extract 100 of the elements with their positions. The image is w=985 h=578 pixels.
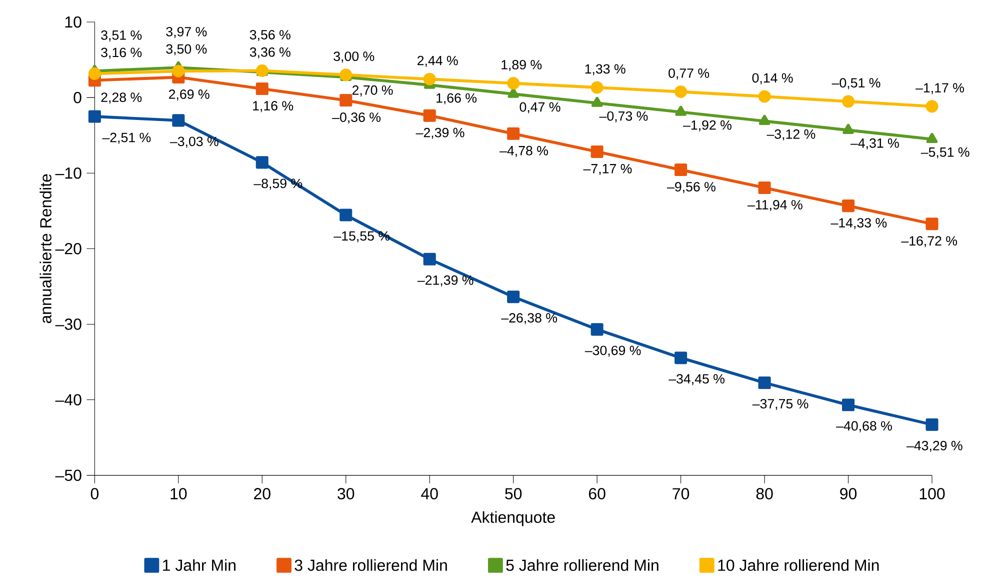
point [590,81,604,94]
data-label: 1,89 % [502,60,542,72]
legend-label: 10 Jahre rollierend Min [718,559,879,571]
point [88,67,101,80]
point [674,164,688,176]
y-tick-label: 0 [74,92,82,104]
x-tick-label: 40 [421,488,438,500]
x-tick-label: 20 [254,488,270,500]
data-label: –2,51 % [102,132,151,144]
x-tick-label: 60 [588,488,606,500]
data-label: –15,55 % [334,231,390,242]
point [590,145,604,158]
point [842,124,854,134]
point [172,114,185,127]
data-label: 3,16 % [101,48,142,59]
x-tick-label: 80 [756,488,773,500]
point [842,398,855,412]
data-label: –0,51 % [832,78,880,90]
point [674,352,688,364]
x-tick-label: 70 [672,488,690,500]
data-label: 0,47 % [520,102,560,114]
data-label: 2,70 % [352,85,393,96]
point [340,94,352,107]
point [926,218,938,230]
point [172,64,185,78]
point [507,77,520,90]
data-label: 0,14 % [752,73,793,84]
point [591,96,603,107]
data-label: –3,03 % [170,136,218,148]
data-label: –16,72 % [901,236,958,248]
point [926,100,938,113]
data-label: 2,69 % [168,89,210,101]
data-label: –5,51 % [920,147,970,158]
x-tick-label: 90 [840,488,857,500]
y-tick-label: –30 [55,318,82,330]
point [758,90,771,103]
data-label: 3,51 % [101,30,142,42]
data-label: –1,92 % [683,120,732,132]
data-label: –3,12 % [766,129,816,140]
data-label: 3,00 % [334,52,374,63]
data-label: –1,17 % [916,83,964,94]
point [507,290,520,304]
y-tick-label: –40 [55,394,82,406]
data-label: –4,31 % [850,138,899,150]
legend-label: 5 Jahre rollierend Min [506,559,658,571]
data-label: 0,77 % [668,68,710,80]
point [256,82,268,96]
x-tick-label: 0 [90,488,99,500]
data-label: –0,36 % [332,112,381,124]
y-tick-label: –50 [55,470,82,481]
point [926,132,938,144]
y-tick-label: –10 [55,167,82,179]
point [508,88,519,98]
data-label: –0,73 % [599,111,648,122]
point [675,106,686,116]
point [88,110,101,123]
data-label: –43,29 % [906,440,962,452]
data-label: –9,56 % [667,182,716,194]
point [842,200,855,212]
data-label: –34,45 % [668,374,724,386]
data-label: –37,75 % [752,399,808,410]
point [423,252,436,266]
data-label: 1,16 % [253,101,294,112]
x-tick-label: 30 [338,488,354,500]
point [256,156,268,169]
x-tick-label: 10 [170,488,187,500]
point [423,72,436,86]
legend-label: 1 Jahr Min [163,559,236,571]
data-label: –21,39 % [417,275,474,286]
y-tick-label: –20 [55,243,82,254]
data-label: –11,94 % [748,200,802,212]
x-axis-title: Aktienquote [471,511,555,526]
data-label: –40,68 % [836,421,892,432]
data-label: –2,39 % [416,128,464,139]
point [423,109,436,122]
data-label: 1,33 % [585,64,626,76]
data-label: 3,56 % [250,30,290,42]
point [758,114,770,125]
point [590,323,604,336]
point [758,376,771,390]
data-label: –7,17 % [583,164,632,175]
point [842,95,855,108]
x-tick-label: 50 [505,488,522,500]
data-label: 2,28 % [101,92,142,104]
x-tick-label: 100 [920,488,945,500]
data-label: 1,66 % [436,93,477,104]
data-label: –30,69 % [584,346,641,357]
point [674,85,688,98]
legend-label: 3 Jahre rollierend Min [294,559,447,571]
y-axis-title: annualisierte Rendite [40,174,52,324]
point [926,418,938,431]
data-label: –14,33 % [830,218,887,230]
y-tick-label: 10 [65,16,82,28]
data-label: –26,38 % [501,313,558,324]
data-label: 2,44 % [418,56,458,67]
point [758,181,771,194]
data-label: 3,97 % [166,26,207,38]
point [507,127,520,140]
data-label: –4,78 % [500,146,548,157]
data-label: 3,36 % [250,47,290,58]
